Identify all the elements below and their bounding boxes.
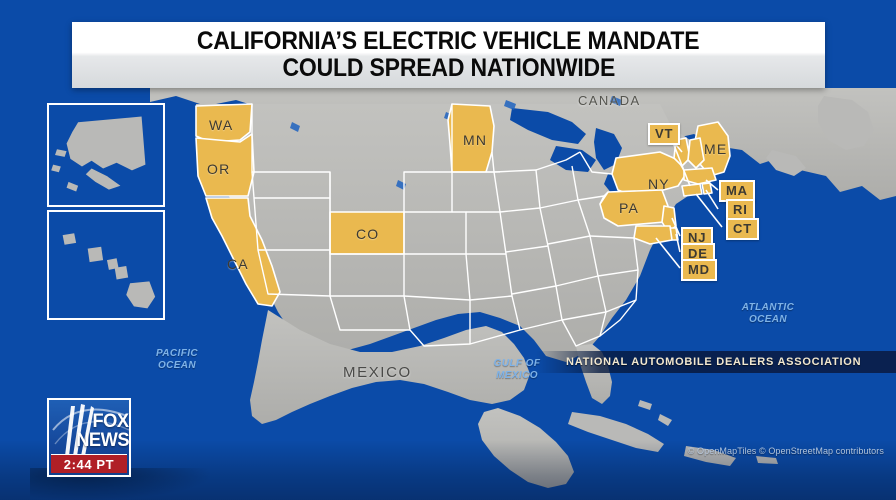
region-label-gulf-of-mexico: GULF OF MEXICO bbox=[493, 358, 541, 381]
state-ny bbox=[611, 151, 687, 197]
state-callout-vt: VT bbox=[648, 123, 681, 145]
puerto-rico-landmass bbox=[756, 456, 778, 464]
leader-nj bbox=[671, 217, 681, 237]
state-pa bbox=[599, 189, 669, 227]
source-banner-text: NATIONAL AUTOMOBILE DEALERS ASSOCIATION bbox=[566, 356, 862, 368]
state-ri bbox=[701, 182, 713, 195]
nova-scotia-landmass bbox=[766, 150, 806, 176]
state-label-ny: NY bbox=[648, 176, 670, 192]
state-label-pa: PA bbox=[619, 200, 640, 216]
state-ca bbox=[205, 197, 281, 307]
hawaii-inset bbox=[47, 210, 165, 320]
bahamas-landmass bbox=[638, 400, 672, 426]
state-label-co: CO bbox=[356, 226, 380, 242]
state-nh bbox=[687, 137, 705, 169]
fox-news-logo: FOX NEWS 2:44 PT bbox=[47, 398, 131, 477]
searchlight-beams-icon bbox=[52, 404, 129, 456]
fox-news-wordmark: FOX NEWS bbox=[49, 405, 129, 457]
source-banner: NATIONAL AUTOMOBILE DEALERS ASSOCIATION bbox=[536, 351, 896, 373]
state-or bbox=[195, 133, 255, 197]
state-callout-de: DE bbox=[681, 243, 715, 265]
state-label-me: ME bbox=[704, 141, 728, 157]
clock-text: 2:44 PT bbox=[63, 456, 115, 472]
state-callout-ct: CT bbox=[726, 218, 759, 240]
state-label-wa: WA bbox=[209, 117, 234, 133]
state-borders-layer bbox=[251, 104, 639, 347]
state-md bbox=[633, 225, 673, 245]
newfoundland-landmass bbox=[818, 96, 874, 150]
canada-landmass bbox=[150, 88, 896, 200]
map-attribution: © OpenMapTiles © OpenStreetMap contribut… bbox=[687, 446, 884, 456]
region-label-canada: CANADA bbox=[578, 93, 641, 108]
headline-line-2: COULD SPREAD NATIONWIDE bbox=[282, 54, 615, 82]
highlighted-states-layer bbox=[195, 103, 731, 307]
alaska-inset-shape bbox=[51, 116, 146, 192]
hawaii-inset-shape bbox=[62, 233, 156, 309]
state-label-or: OR bbox=[207, 161, 231, 177]
leader-vt-2 bbox=[671, 139, 691, 187]
region-label-mexico: MEXICO bbox=[343, 364, 412, 381]
leader-ri bbox=[705, 189, 719, 210]
state-ma bbox=[683, 167, 717, 185]
hispaniola-landmass bbox=[684, 446, 736, 466]
region-label-pacific-ocean: PACIFIC OCEAN bbox=[155, 348, 199, 371]
leader-ma bbox=[705, 179, 719, 191]
logo-text-news: NEWS bbox=[76, 430, 129, 451]
cuba-landmass bbox=[568, 412, 664, 452]
state-label-mn: MN bbox=[463, 132, 488, 148]
region-label-atlantic-ocean: ATLANTIC OCEAN bbox=[741, 302, 795, 325]
leader-md bbox=[655, 237, 681, 269]
state-callout-md: MD bbox=[681, 259, 717, 281]
state-label-ca: CA bbox=[227, 256, 249, 272]
clock-bar: 2:44 PT bbox=[51, 454, 127, 473]
logo-text-fox: FOX bbox=[92, 411, 129, 432]
alaska-inset bbox=[47, 103, 165, 207]
headline-line-1: CALIFORNIA’S ELECTRIC VEHICLE MANDATE bbox=[197, 27, 700, 55]
callout-leader-lines bbox=[655, 139, 723, 269]
leader-de bbox=[675, 233, 681, 253]
leader-ct bbox=[695, 193, 723, 228]
headline-panel: CALIFORNIA’S ELECTRIC VEHICLE MANDATE CO… bbox=[72, 22, 825, 88]
state-ct bbox=[681, 183, 703, 197]
central-america-landmass bbox=[478, 408, 574, 488]
mexico-landmass bbox=[250, 310, 530, 424]
